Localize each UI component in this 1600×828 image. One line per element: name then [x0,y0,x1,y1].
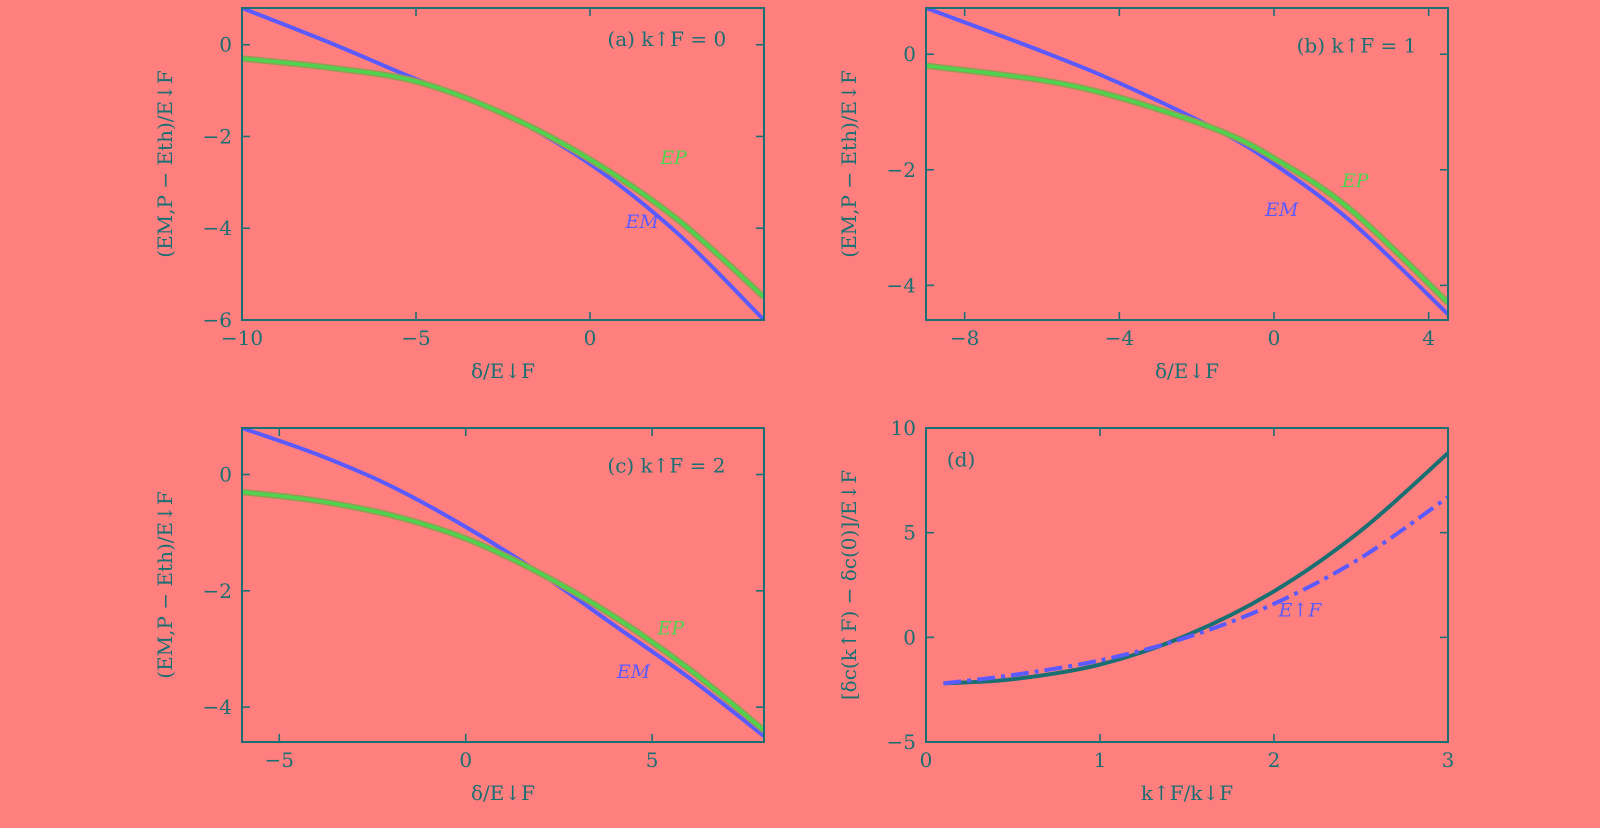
y-tick-label: 10 [891,416,916,440]
y-axis-label: [δc(k↑F) − δc(0)]/E↓F [837,470,861,700]
panel-b: −8 −4 0 4 0 −2 −4 δ/E↓F (EM,P − Eth)/E↓F (b) k↑F … [837,7,1449,383]
y-tick-label: −5 [887,730,916,754]
curve-annotation: EP [656,617,685,639]
panel-label: (c) k↑F = 2 [607,454,725,478]
series-line-em [242,428,764,738]
series-line-ep [926,64,1448,304]
x-axis-label: δ/E↓F [471,781,535,805]
y-tick-label: −4 [203,695,232,719]
y-axis-label: (EM,P − Eth)/E↓F [837,70,861,258]
x-tick-label: 2 [1268,748,1281,772]
panel-c: −5 0 5 0 −2 −4 δ/E↓F (EM,P − Eth)/E↓F (c) k↑F = … [153,427,765,805]
y-axis-label: (EM,P − Eth)/E↓F [153,70,177,258]
x-tick-label: 5 [646,748,659,772]
curve-annotation: EM [616,661,651,683]
x-tick-label: 3 [1442,748,1455,772]
x-tick-label: 0 [920,748,933,772]
panel-label: (a) k↑F = 0 [607,27,726,51]
y-tick-label: 5 [903,521,916,545]
plot-frame [925,427,1449,743]
plot-frame [241,427,765,743]
x-tick-label: −8 [950,326,979,350]
curve-annotation: EM [1264,199,1299,221]
y-tick-label: 0 [903,625,916,649]
y-tick-label: −6 [203,308,232,332]
panel-label: (b) k↑F = 1 [1297,33,1417,57]
x-tick-label: 4 [1422,326,1435,350]
x-axis-label: δ/E↓F [471,359,535,383]
series-line-ep [242,56,764,299]
x-tick-label: −5 [401,326,430,350]
plot-frame [925,7,1449,321]
y-tick-label: 0 [219,33,232,57]
x-tick-label: 1 [1094,748,1107,772]
series-line-solid [943,451,1448,686]
panel-a: −10 −5 0 0 −2 −4 −6 δ/E↓F (EM,P − Eth)/E↓F (a) k↑… [153,7,765,383]
y-tick-label: −4 [887,273,916,297]
x-axis-label: δ/E↓F [1155,359,1219,383]
y-tick-label: −2 [887,158,916,182]
curve-annotation: EP [659,147,688,169]
curve-annotation: EP [1341,170,1370,192]
series-group [943,451,1448,686]
panels: −10 −5 00−2−4−6δ/E↓F(EM,P − Eth)/E↓F(a) k↑… [153,7,1454,805]
y-tick-label: −4 [203,216,232,240]
y-tick-label: 0 [903,42,916,66]
series-group [242,8,764,320]
panel-label: (d) [947,447,975,471]
plot-frame [241,7,765,321]
series-group [242,428,764,738]
series-line-ep [242,490,764,732]
y-axis-label: (EM,P − Eth)/E↓F [153,491,177,679]
y-tick-label: 0 [219,463,232,487]
x-tick-label: 0 [1268,326,1281,350]
series-group [926,8,1448,316]
x-axis-label: k↑F/k↓F [1141,781,1233,805]
series-line-dashdot [943,495,1448,686]
x-tick-label: 0 [584,326,597,350]
y-tick-label: −2 [203,579,232,603]
x-tick-label: −5 [265,748,294,772]
x-tick-label: 0 [459,748,472,772]
curve-annotation: EM [625,211,660,233]
x-tick-label: −10 [221,326,263,350]
y-tick-label: −2 [203,124,232,148]
curve-annotation: E↑F [1278,599,1323,621]
x-tick-label: −4 [1105,326,1134,350]
